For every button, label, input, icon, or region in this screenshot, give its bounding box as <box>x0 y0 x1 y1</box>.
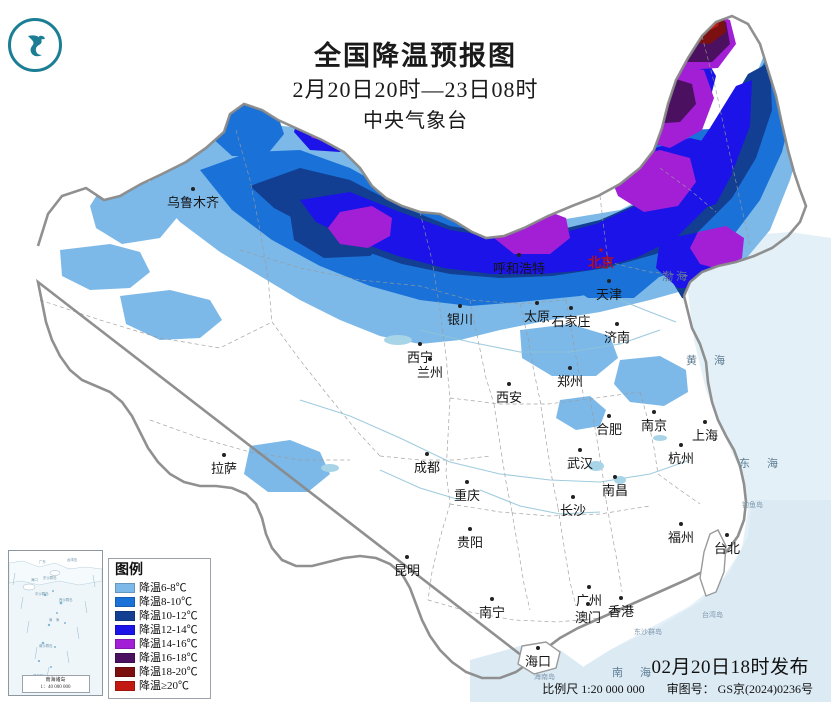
scale-label: 比例尺 <box>542 682 579 696</box>
legend-title: 图例 <box>115 563 143 578</box>
legend-row: 降温≥20℃ <box>115 679 205 692</box>
legend-swatch <box>115 596 135 607</box>
legend-swatch <box>115 624 135 635</box>
city-marker-dot <box>703 420 707 424</box>
approval-label: 审图号： <box>666 682 715 696</box>
city-marker-dot <box>569 306 573 310</box>
svg-text:海口: 海口 <box>31 577 38 582</box>
city-marker-dot <box>458 304 462 308</box>
legend-label: 降温14-16℃ <box>139 637 198 650</box>
city-marker-dot <box>490 597 494 601</box>
legend-label: 降温10-12℃ <box>139 609 198 622</box>
legend-row: 降温12-14℃ <box>115 623 205 636</box>
approval-value: GS京(2024)0236号 <box>717 682 813 696</box>
island-label: 东沙群岛 <box>634 628 662 636</box>
city-marker-dot <box>679 522 683 526</box>
legend-label: 降温12-14℃ <box>139 623 198 636</box>
legend-row: 降温16-18℃ <box>115 651 205 664</box>
legend-label: 降温18-20℃ <box>139 665 198 678</box>
legend-swatch <box>115 652 135 663</box>
legend-swatch <box>115 610 135 621</box>
city-marker-dot <box>578 448 582 452</box>
city-marker-dot <box>598 247 604 253</box>
scale-info: 比例尺 1:20 000 000 <box>542 680 644 697</box>
legend-swatch <box>115 582 135 593</box>
city-marker-dot <box>652 410 656 414</box>
legend-row: 降温14-16℃ <box>115 637 205 650</box>
city-marker-dot <box>418 342 422 346</box>
city-marker-dot <box>535 301 539 305</box>
city-marker-dot <box>507 382 511 386</box>
legend-row: 降温8-10℃ <box>115 595 205 608</box>
city-marker-dot <box>607 279 611 283</box>
legend-swatch <box>115 680 135 691</box>
city-marker-dot <box>607 414 611 418</box>
city-marker-dot <box>425 452 429 456</box>
lakes-layer <box>321 335 667 484</box>
cma-dragon-logo <box>8 18 62 72</box>
national-boundary <box>36 14 808 680</box>
svg-text:东沙群岛: 东沙群岛 <box>43 575 57 580</box>
svg-text:广东: 广东 <box>39 559 46 564</box>
island-label: 海南岛 <box>534 673 555 681</box>
city-marker-dot <box>619 596 623 600</box>
city-marker-dot <box>725 533 729 537</box>
approval-info: 审图号： GS京(2024)0236号 <box>667 680 813 697</box>
legend-label: 降温16-18℃ <box>139 651 198 664</box>
svg-text:西沙群岛: 西沙群岛 <box>59 597 73 602</box>
svg-text:南 海: 南 海 <box>49 617 60 622</box>
inset-scale-title: 南海诸岛 <box>45 678 66 683</box>
legend-label: 降温≥20℃ <box>139 679 190 692</box>
taiwan-island <box>699 529 727 597</box>
city-marker-dot <box>517 253 521 257</box>
legend-swatch <box>115 666 135 677</box>
rivers-layer <box>299 299 691 515</box>
city-marker-dot <box>568 366 572 370</box>
svg-text:南沙群岛: 南沙群岛 <box>39 643 53 648</box>
city-marker-dot <box>191 187 195 191</box>
city-marker-dot <box>571 495 575 499</box>
city-marker-dot <box>428 357 432 361</box>
city-marker-dot <box>586 602 590 606</box>
island-label: 钓鱼岛 <box>742 501 763 509</box>
legend-label: 降温6-8℃ <box>139 581 187 594</box>
south-china-sea-inset: 广东 台湾岛 海口 东沙群岛 中沙群岛 西沙群岛 南沙群岛 曾母暗沙 南 海 南… <box>8 550 103 696</box>
svg-text:中沙群岛: 中沙群岛 <box>35 591 49 596</box>
inset-scale-value: 1：40 000 000 <box>40 685 71 690</box>
city-marker-dot <box>465 480 469 484</box>
scale-value: 1:20 000 000 <box>581 682 645 696</box>
sea-label: 渤海 <box>662 271 690 283</box>
inset-map-graphic: 广东 台湾岛 海口 东沙群岛 中沙群岛 西沙群岛 南沙群岛 曾母暗沙 南 海 <box>9 551 102 695</box>
city-marker-dot <box>536 646 540 650</box>
sea-label: 东 海 <box>739 458 781 470</box>
island-label: 台湾岛 <box>702 611 723 619</box>
sea-label: 南 海 <box>612 667 654 679</box>
legend-row: 降温10-12℃ <box>115 609 205 622</box>
publish-time: 02月20日18时发布 <box>651 657 809 678</box>
sea-label: 黄 海 <box>686 355 728 367</box>
city-marker-dot <box>587 585 591 589</box>
hainan-island <box>517 641 561 675</box>
city-marker-dot <box>615 322 619 326</box>
legend-panel: 图例 降温6-8℃ 降温8-10℃ 降温10-12℃ 降温12-14℃ 降温14-16℃… <box>108 558 211 699</box>
footer-line: 比例尺 1:20 000 000 审图号： GS京(2024)0236号 <box>0 680 831 697</box>
city-marker-dot <box>405 555 409 559</box>
city-marker-dot <box>468 527 472 531</box>
svg-text:台湾岛: 台湾岛 <box>67 557 78 562</box>
inset-scale: 南海诸岛 1：40 000 000 <box>21 675 90 693</box>
legend-row: 降温6-8℃ <box>115 581 205 594</box>
city-marker-dot <box>613 475 617 479</box>
city-marker-dot <box>679 443 683 447</box>
legend-row: 降温18-20℃ <box>115 665 205 678</box>
legend-label: 降温8-10℃ <box>139 595 193 608</box>
legend-swatch <box>115 638 135 649</box>
city-marker-dot <box>222 453 226 457</box>
